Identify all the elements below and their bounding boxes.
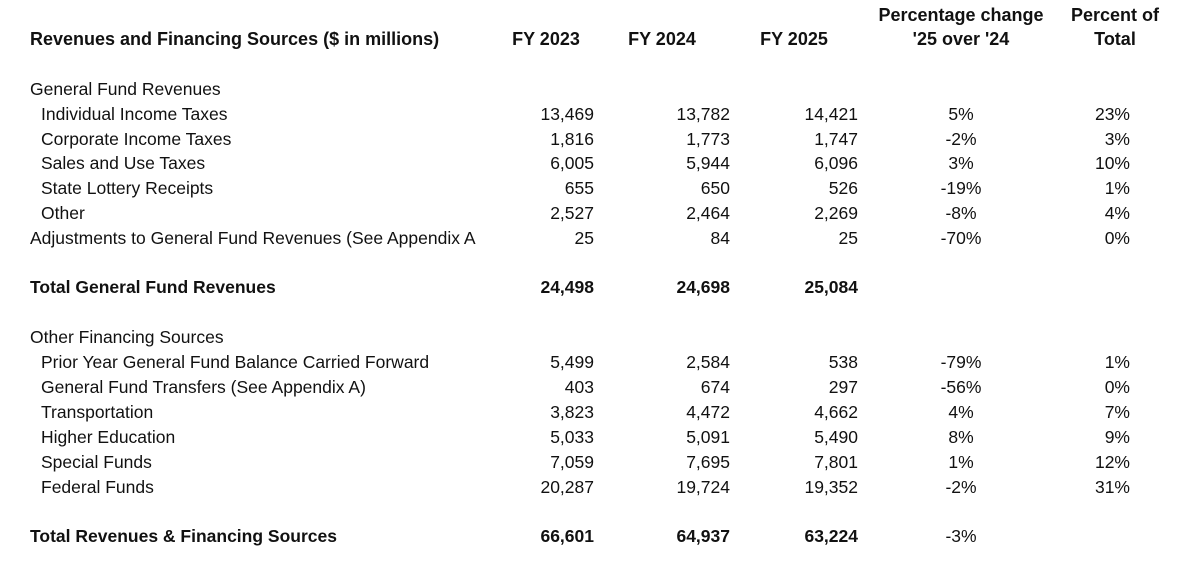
cell-fy2024: 2,584 bbox=[686, 352, 730, 372]
cell-fy2023: 3,823 bbox=[550, 402, 594, 422]
cell-fy2025: 2,269 bbox=[814, 203, 858, 223]
total-label-general-fund: Total General Fund Revenues bbox=[30, 277, 276, 297]
cell-fy2024: 4,472 bbox=[686, 402, 730, 422]
cell-pct-total: 3% bbox=[1104, 129, 1130, 149]
col-header-pct-total-line1: Percent of bbox=[1070, 5, 1160, 25]
cell-pct-total: 1% bbox=[1104, 178, 1130, 198]
cell-fy2023: 25 bbox=[574, 228, 594, 248]
cell-pct-change: -19% bbox=[940, 178, 982, 198]
cell-fy2025: 1,747 bbox=[814, 129, 858, 149]
total-fy2023: 24,498 bbox=[540, 277, 594, 297]
cell-fy2023: 2,527 bbox=[550, 203, 594, 223]
cell-pct-total: 1% bbox=[1104, 352, 1130, 372]
row-label: General Fund Transfers (See Appendix A) bbox=[41, 377, 366, 397]
cell-fy2023: 5,499 bbox=[550, 352, 594, 372]
cell-fy2024: 5,944 bbox=[686, 153, 730, 173]
cell-pct-change: -79% bbox=[940, 352, 982, 372]
grand-total-fy2023: 66,601 bbox=[540, 526, 594, 546]
cell-pct-total: 31% bbox=[1094, 477, 1130, 497]
row-label: Higher Education bbox=[41, 427, 176, 447]
cell-fy2024: 13,782 bbox=[676, 104, 730, 124]
row-label: State Lottery Receipts bbox=[41, 178, 214, 198]
cell-pct-change: -2% bbox=[945, 129, 977, 149]
cell-fy2025: 526 bbox=[828, 178, 858, 198]
section-label-other-financing: Other Financing Sources bbox=[30, 327, 224, 347]
row-label: Sales and Use Taxes bbox=[41, 153, 206, 173]
cell-fy2025: 297 bbox=[828, 377, 858, 397]
col-header-pct-total-line2: Total bbox=[1094, 29, 1136, 49]
row-label: Special Funds bbox=[41, 452, 152, 472]
cell-pct-change: 4% bbox=[948, 402, 974, 422]
row-label: Prior Year General Fund Balance Carried … bbox=[41, 352, 430, 372]
cell-pct-total: 0% bbox=[1104, 228, 1130, 248]
cell-pct-change: -56% bbox=[940, 377, 982, 397]
cell-fy2024: 7,695 bbox=[686, 452, 730, 472]
cell-pct-total: 4% bbox=[1104, 203, 1130, 223]
cell-pct-total: 0% bbox=[1104, 377, 1130, 397]
cell-pct-change: 5% bbox=[948, 104, 974, 124]
cell-pct-change: 3% bbox=[948, 153, 974, 173]
cell-fy2023: 20,287 bbox=[540, 477, 594, 497]
cell-pct-total: 23% bbox=[1094, 104, 1130, 124]
row-label: Transportation bbox=[41, 402, 154, 422]
cell-fy2025: 538 bbox=[828, 352, 858, 372]
cell-pct-total: 12% bbox=[1094, 452, 1130, 472]
cell-fy2023: 655 bbox=[564, 178, 594, 198]
grand-total-pct-change: -3% bbox=[945, 526, 977, 546]
grand-total-fy2024: 64,937 bbox=[676, 526, 730, 546]
cell-fy2024: 674 bbox=[700, 377, 730, 397]
total-fy2025: 25,084 bbox=[804, 277, 858, 297]
cell-fy2025: 19,352 bbox=[804, 477, 858, 497]
section-label-general-fund: General Fund Revenues bbox=[30, 79, 221, 99]
total-fy2024: 24,698 bbox=[676, 277, 730, 297]
cell-fy2023: 7,059 bbox=[550, 452, 594, 472]
cell-fy2024: 5,091 bbox=[686, 427, 730, 447]
cell-pct-change: -2% bbox=[945, 477, 977, 497]
cell-fy2023: 13,469 bbox=[540, 104, 594, 124]
col-header-fy2024: FY 2024 bbox=[628, 29, 696, 49]
row-label: Other bbox=[41, 203, 85, 223]
cell-fy2025: 7,801 bbox=[814, 452, 858, 472]
col-header-fy2025: FY 2025 bbox=[760, 29, 828, 49]
col-header-pct-change-line2: '25 over '24 bbox=[912, 29, 1010, 49]
cell-fy2023: 5,033 bbox=[550, 427, 594, 447]
row-label: Corporate Income Taxes bbox=[41, 129, 232, 149]
table-title: Revenues and Financing Sources ($ in mil… bbox=[30, 29, 440, 49]
cell-pct-change: -8% bbox=[945, 203, 977, 223]
cell-pct-change: 1% bbox=[948, 452, 974, 472]
cell-fy2024: 84 bbox=[710, 228, 730, 248]
cell-fy2023: 6,005 bbox=[550, 153, 594, 173]
grand-total-label: Total Revenues & Financing Sources bbox=[30, 526, 337, 546]
col-header-fy2023: FY 2023 bbox=[512, 29, 580, 49]
cell-fy2023: 403 bbox=[564, 377, 594, 397]
cell-fy2024: 2,464 bbox=[686, 203, 730, 223]
cell-fy2025: 14,421 bbox=[804, 104, 858, 124]
cell-fy2025: 25 bbox=[838, 228, 858, 248]
cell-fy2025: 5,490 bbox=[814, 427, 858, 447]
cell-pct-total: 10% bbox=[1094, 153, 1130, 173]
cell-fy2024: 1,773 bbox=[686, 129, 730, 149]
cell-fy2024: 650 bbox=[700, 178, 730, 198]
row-label: Individual Income Taxes bbox=[41, 104, 228, 124]
grand-total-fy2025: 63,224 bbox=[804, 526, 858, 546]
cell-pct-change: 8% bbox=[948, 427, 974, 447]
row-label: Adjustments to General Fund Revenues (Se… bbox=[30, 228, 476, 248]
cell-fy2025: 4,662 bbox=[814, 402, 858, 422]
cell-pct-total: 9% bbox=[1104, 427, 1130, 447]
col-header-pct-change-line1: Percentage change bbox=[878, 5, 1044, 25]
cell-pct-total: 7% bbox=[1104, 402, 1130, 422]
cell-fy2025: 6,096 bbox=[814, 153, 858, 173]
cell-fy2024: 19,724 bbox=[676, 477, 730, 497]
cell-fy2023: 1,816 bbox=[550, 129, 594, 149]
cell-pct-change: -70% bbox=[940, 228, 982, 248]
row-label: Federal Funds bbox=[41, 477, 154, 497]
